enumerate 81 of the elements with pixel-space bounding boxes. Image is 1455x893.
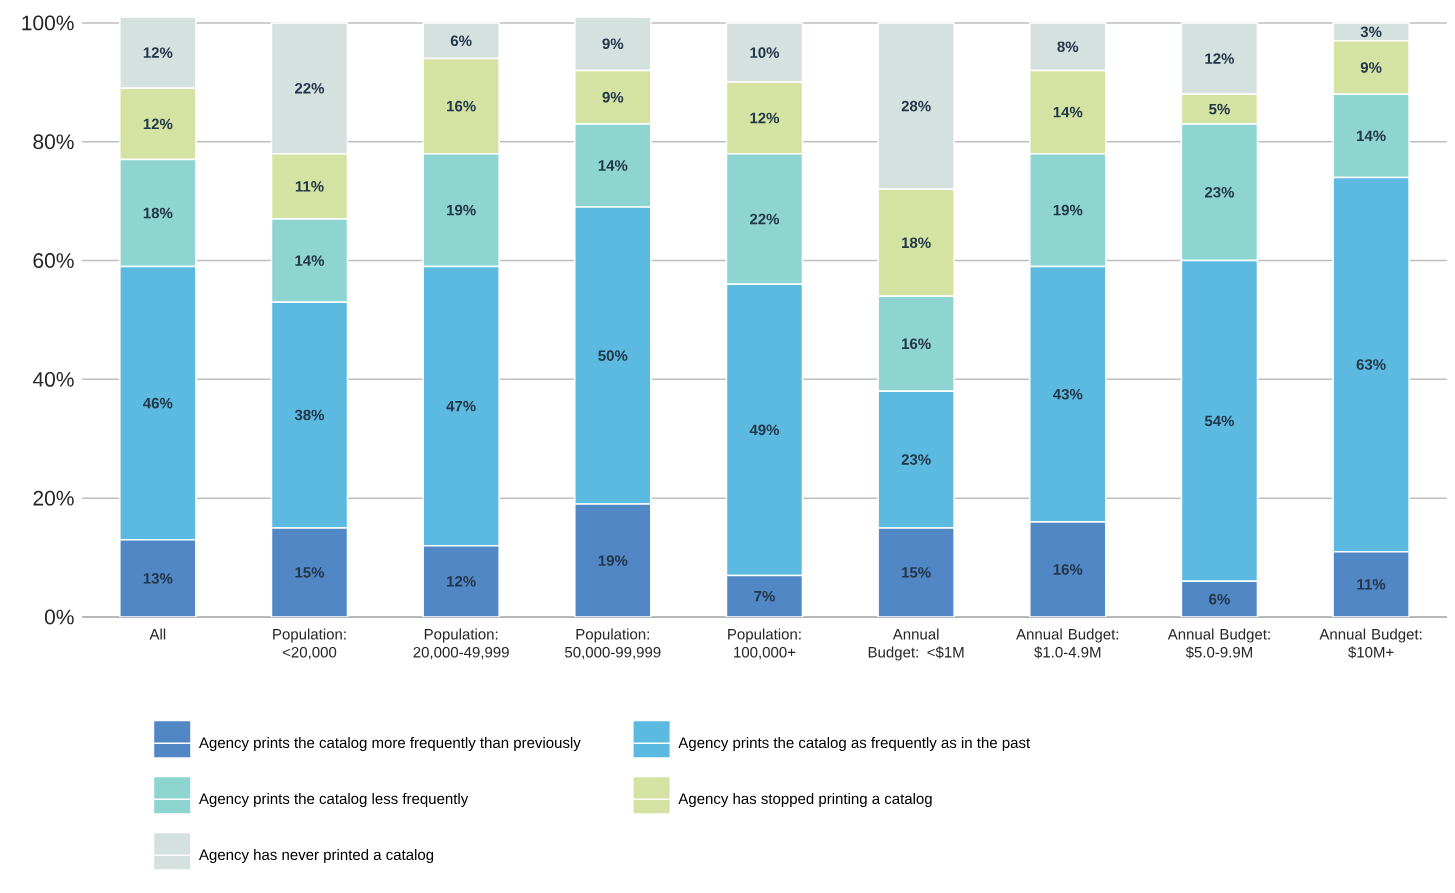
data-label: 13% xyxy=(143,573,173,584)
x-tick-label: Population: 50,000-99,999 xyxy=(565,628,661,660)
data-label: 47% xyxy=(446,400,476,412)
legend-label: Agency prints the catalog less frequently xyxy=(198,793,469,807)
data-label: 16% xyxy=(1053,564,1083,575)
data-label: 14% xyxy=(598,160,628,171)
data-label: 15% xyxy=(902,567,931,578)
bar xyxy=(725,22,804,84)
bar xyxy=(574,503,652,617)
data-label: 16% xyxy=(447,100,476,112)
bar xyxy=(270,22,349,155)
data-label: 11% xyxy=(295,181,324,192)
data-label: 43% xyxy=(1052,388,1083,400)
data-label: 19% xyxy=(447,204,476,216)
y-tick-label: 0% xyxy=(44,609,74,625)
bar xyxy=(1180,580,1259,617)
x-tick-label: Annual Budget: $10M+ xyxy=(1319,628,1422,659)
data-label: 12% xyxy=(143,118,173,130)
data-label: 22% xyxy=(749,213,780,225)
data-label: 9% xyxy=(1360,62,1382,73)
y-tick-label: 60% xyxy=(33,253,74,268)
x-tick-label: Population: <20,000 xyxy=(273,628,346,660)
data-label: 54% xyxy=(1204,415,1235,427)
bar xyxy=(270,527,349,617)
data-label: 49% xyxy=(749,424,780,436)
data-label: 12% xyxy=(143,47,173,58)
bar xyxy=(877,527,955,617)
bar xyxy=(1029,521,1107,617)
data-label: 12% xyxy=(750,112,780,124)
y-tick-label: 40% xyxy=(32,371,74,387)
data-label: 14% xyxy=(295,255,325,266)
data-label: 3% xyxy=(1360,26,1382,38)
data-label: 18% xyxy=(143,207,173,219)
data-label: 38% xyxy=(294,409,325,421)
data-label: 5% xyxy=(1209,103,1230,115)
legend-label: Agency has never printed a catalog xyxy=(198,849,434,863)
bar xyxy=(574,16,652,72)
data-label: 9% xyxy=(602,38,624,50)
bar xyxy=(877,22,955,191)
data-label: 8% xyxy=(1057,41,1079,52)
data-label: 7% xyxy=(754,590,775,602)
x-tick-label: All xyxy=(149,628,166,640)
legend-label: Agency prints the catalog more frequently than previously xyxy=(198,737,581,751)
x-tick-label: Annual Budget: <$1M xyxy=(868,628,964,661)
data-label: 12% xyxy=(1205,53,1235,64)
data-label: 18% xyxy=(902,237,931,249)
data-label: 12% xyxy=(447,576,476,587)
data-label: 14% xyxy=(1357,130,1386,142)
bar xyxy=(422,544,500,617)
data-label: 50% xyxy=(598,350,628,361)
x-tick-label: Annual Budget: $1.0-4.9M xyxy=(1016,628,1119,659)
bar xyxy=(725,574,804,617)
data-label: 11% xyxy=(1357,579,1386,590)
data-label: 22% xyxy=(295,82,325,94)
x-tick-label: Annual Budget: $5.0-9.9M xyxy=(1167,628,1270,659)
data-label: 19% xyxy=(598,555,628,566)
bar xyxy=(1332,550,1410,617)
data-label: 23% xyxy=(901,454,931,465)
data-label: 46% xyxy=(143,397,173,409)
legend-label: Agency prints the catalog as frequently as in the past xyxy=(678,737,1031,751)
data-label: 19% xyxy=(1053,204,1083,216)
data-label: 23% xyxy=(1204,186,1235,198)
legend-label: Agency has stopped printing a catalog xyxy=(678,793,932,807)
y-tick-label: 80% xyxy=(33,134,74,150)
data-label: 63% xyxy=(1356,359,1386,370)
bar xyxy=(119,16,197,90)
data-label: 6% xyxy=(1209,593,1230,605)
data-label: 9% xyxy=(602,91,624,103)
data-label: 15% xyxy=(295,567,325,578)
y-tick-label: 100% xyxy=(22,15,74,31)
data-label: 14% xyxy=(1053,106,1083,118)
bar xyxy=(119,539,197,617)
x-tick-label: Population: 100,000+ xyxy=(728,628,801,660)
x-tick-label: Population: 20,000-49,999 xyxy=(413,628,509,660)
data-label: 6% xyxy=(450,35,472,47)
bar xyxy=(1180,22,1259,95)
data-label: 10% xyxy=(750,47,780,58)
data-label: 16% xyxy=(902,338,931,350)
y-tick-label: 20% xyxy=(33,490,74,506)
bar xyxy=(1029,22,1107,72)
data-label: 28% xyxy=(901,100,931,112)
